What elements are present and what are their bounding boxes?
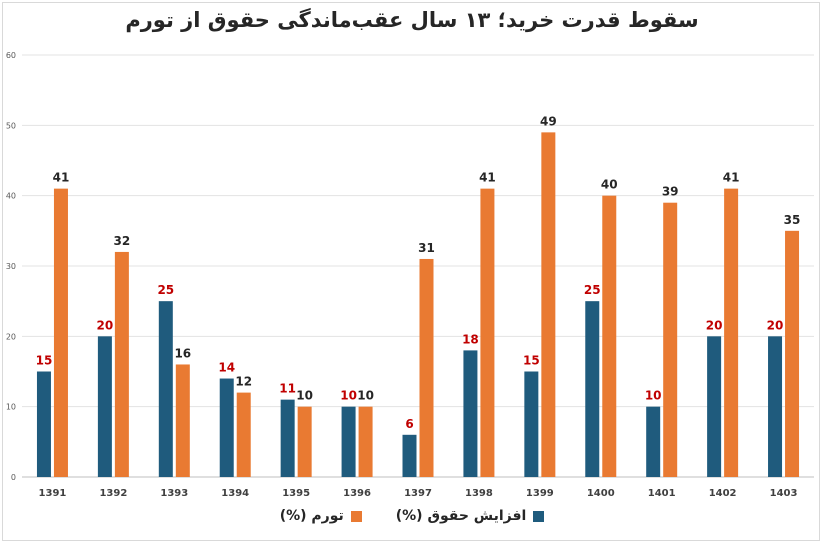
bar-salary-1395 [280,399,295,477]
bar-inflation-1392 [114,251,129,477]
data-label-salary-1394: 14 [218,361,235,375]
bar-salary-1391 [36,371,51,477]
x-tick-label-1401: 1401 [648,488,676,499]
bar-salary-1400 [585,301,600,477]
x-tick-labels: 1391 1392 1393 1394 1395 1396 1397 1398 1399 1400… [39,488,798,499]
data-label-salary-1395: 11 [279,382,296,396]
bar-salary-1403 [768,336,783,477]
bar-inflation-1393 [175,364,190,477]
data-label-salary-1401: 10 [645,389,662,403]
data-label-inflation-1391: 41 [53,171,70,185]
data-label-salary-1402: 20 [706,318,723,332]
y-tick-label: 40 [6,192,16,201]
x-tick-label-1399: 1399 [526,488,554,499]
x-tick-label-1396: 1396 [343,488,371,499]
bar-salary-1399 [524,371,539,477]
data-label-inflation-1399: 49 [540,114,557,128]
data-label-inflation-1394: 12 [235,375,252,389]
x-tick-label-1397: 1397 [404,488,432,499]
data-label-inflation-1401: 39 [662,185,679,199]
data-label-inflation-1402: 41 [723,171,740,185]
bar-inflation-1395 [297,406,312,477]
data-label-salary-1396: 10 [340,389,357,403]
bars [36,132,800,477]
data-label-inflation-1403: 35 [784,213,801,227]
x-tick-label-1395: 1395 [282,488,310,499]
bar-salary-1394 [219,378,234,477]
bar-salary-1396 [341,406,356,477]
bar-salary-1397 [402,434,417,477]
legend-item-salary: افزایش حقوق (%) [396,508,545,524]
data-label-salary-1397: 6 [405,417,413,431]
y-tick-label: 10 [6,403,16,412]
legend-swatch-salary [533,510,545,522]
x-tick-label-1392: 1392 [99,488,127,499]
bar-inflation-1399 [541,132,556,477]
bar-inflation-1400 [602,195,617,477]
bar-inflation-1403 [785,230,800,477]
legend-item-inflation: تورم (%) [280,508,362,524]
data-label-inflation-1393: 16 [174,346,191,360]
bar-inflation-1401 [663,202,678,477]
bar-inflation-1398 [480,188,495,477]
x-tick-label-1402: 1402 [709,488,737,499]
x-tick-label-1398: 1398 [465,488,493,499]
x-tick-label-1391: 1391 [39,488,67,499]
bar-salary-1398 [463,350,478,477]
data-label-inflation-1396: 10 [357,389,374,403]
grid-lines [22,54,814,478]
legend-label-inflation: تورم (%) [279,508,344,524]
bar-inflation-1402 [724,188,739,477]
bar-inflation-1396 [358,406,373,477]
bar-salary-1402 [707,336,722,477]
data-label-salary-1400: 25 [584,283,601,297]
x-tick-label-1403: 1403 [770,488,798,499]
bar-salary-1401 [646,406,661,477]
y-tick-label: 50 [6,121,16,130]
data-label-salary-1393: 25 [157,283,174,297]
data-label-salary-1392: 20 [97,318,114,332]
bar-inflation-1397 [419,258,434,477]
data-label-inflation-1397: 31 [418,241,435,255]
legend: افزایش حقوق (%) تورم (%) [0,508,824,524]
data-label-salary-1399: 15 [523,354,540,368]
y-tick-label: 60 [6,51,16,60]
legend-label-salary: افزایش حقوق (%) [395,508,527,524]
data-label-inflation-1395: 10 [296,389,313,403]
data-label-salary-1398: 18 [462,332,479,346]
y-tick-label: 0 [11,473,16,482]
bar-salary-1393 [158,301,173,477]
x-tick-label-1393: 1393 [160,488,188,499]
x-tick-label-1394: 1394 [221,488,249,499]
data-label-salary-1391: 15 [36,354,53,368]
bar-inflation-1394 [236,392,251,477]
y-tick-label: 20 [6,332,16,341]
data-label-inflation-1398: 41 [479,171,496,185]
y-tick-labels: 0 10 20 30 40 50 60 [6,51,16,482]
data-label-inflation-1400: 40 [601,178,618,192]
y-tick-label: 30 [6,262,16,271]
bar-inflation-1391 [53,188,68,477]
chart-title: سقوط قدرت خرید؛ ۱۳ سال عقب‌ماندگی حقوق ا… [125,8,699,32]
legend-swatch-inflation [350,510,362,522]
x-tick-label-1400: 1400 [587,488,615,499]
bar-salary-1392 [97,336,112,477]
data-label-salary-1403: 20 [767,318,784,332]
data-label-inflation-1392: 32 [114,234,131,248]
